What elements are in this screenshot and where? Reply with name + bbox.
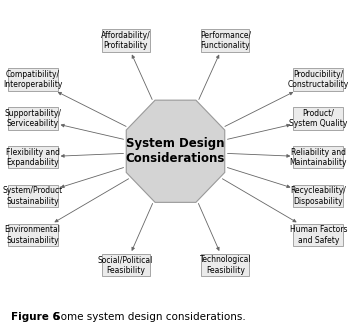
FancyBboxPatch shape <box>8 224 58 246</box>
FancyBboxPatch shape <box>8 107 58 130</box>
FancyBboxPatch shape <box>293 185 343 207</box>
FancyBboxPatch shape <box>293 107 343 130</box>
FancyBboxPatch shape <box>293 224 343 246</box>
Text: Social/Political
Feasibility: Social/Political Feasibility <box>98 255 153 275</box>
Text: Performance/
Functionality: Performance/ Functionality <box>200 31 251 50</box>
Text: Supportability/
Serviceability: Supportability/ Serviceability <box>4 109 61 128</box>
FancyBboxPatch shape <box>293 68 343 91</box>
Text: Flexibility and
Expandability: Flexibility and Expandability <box>6 148 60 167</box>
FancyBboxPatch shape <box>201 30 250 52</box>
FancyBboxPatch shape <box>8 146 58 168</box>
FancyBboxPatch shape <box>8 185 58 207</box>
Text: Affordability/
Profitability: Affordability/ Profitability <box>101 31 151 50</box>
Text: Technological
Feasibility: Technological Feasibility <box>200 255 251 275</box>
Text: System Design
Considerations: System Design Considerations <box>126 137 225 165</box>
FancyBboxPatch shape <box>101 30 150 52</box>
Text: Compatibility/
Interoperability: Compatibility/ Interoperability <box>3 70 62 89</box>
Text: Some system design considerations.: Some system design considerations. <box>54 312 246 322</box>
Text: System/Product
Sustainability: System/Product Sustainability <box>2 187 63 206</box>
Text: Recycleability/
Disposability: Recycleability/ Disposability <box>290 187 346 206</box>
Text: Product/
System Quality: Product/ System Quality <box>289 109 347 128</box>
FancyBboxPatch shape <box>201 254 250 276</box>
Text: Human Factors
and Safety: Human Factors and Safety <box>290 225 347 245</box>
FancyBboxPatch shape <box>293 146 343 168</box>
Text: Figure 6: Figure 6 <box>11 312 59 322</box>
Text: Reliability and
Maintainability: Reliability and Maintainability <box>290 148 347 167</box>
Polygon shape <box>126 100 225 202</box>
FancyBboxPatch shape <box>8 68 58 91</box>
FancyBboxPatch shape <box>101 254 150 276</box>
Text: Producibility/
Constructability: Producibility/ Constructability <box>287 70 349 89</box>
Text: Environmental
Sustainability: Environmental Sustainability <box>5 225 61 245</box>
